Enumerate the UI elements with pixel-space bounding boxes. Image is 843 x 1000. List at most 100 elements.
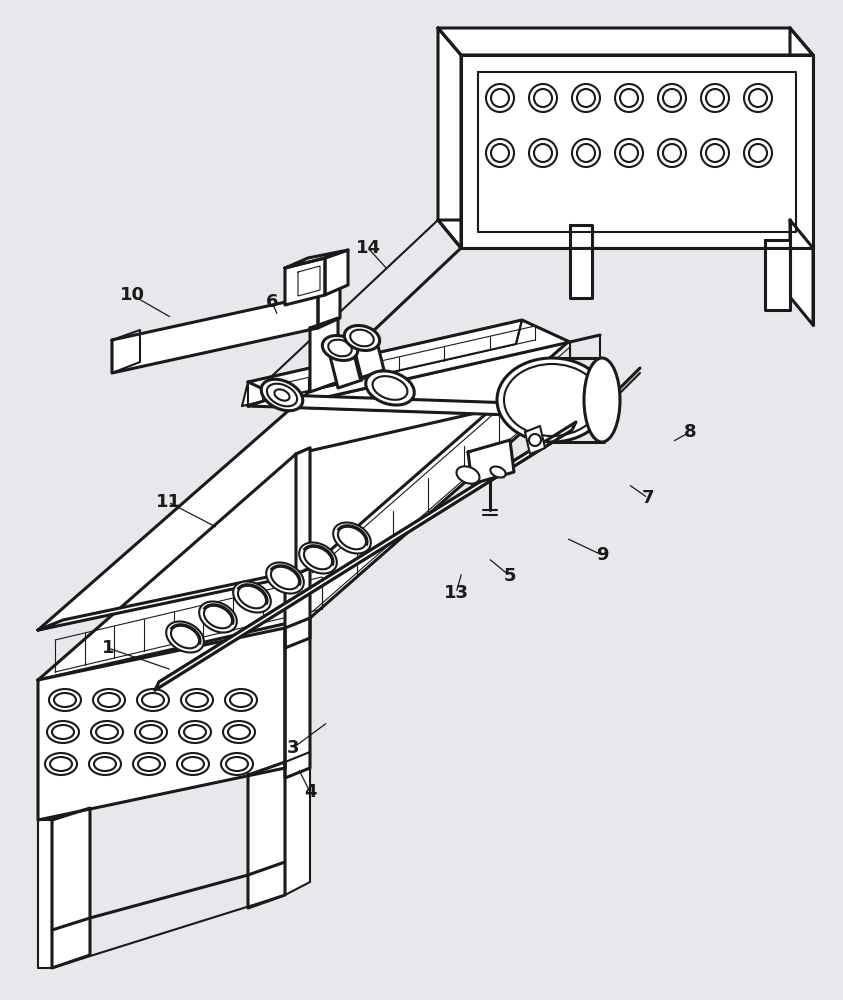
Text: 3: 3 bbox=[287, 739, 299, 757]
Circle shape bbox=[491, 89, 509, 107]
Text: 5: 5 bbox=[504, 567, 516, 585]
Polygon shape bbox=[248, 762, 285, 908]
Ellipse shape bbox=[47, 721, 79, 743]
Text: 6: 6 bbox=[266, 293, 278, 311]
Ellipse shape bbox=[373, 376, 407, 400]
Circle shape bbox=[534, 144, 552, 162]
Ellipse shape bbox=[366, 371, 414, 405]
Circle shape bbox=[620, 144, 638, 162]
Text: 14: 14 bbox=[356, 239, 380, 257]
Circle shape bbox=[749, 144, 767, 162]
Polygon shape bbox=[285, 250, 348, 268]
Text: 8: 8 bbox=[684, 423, 696, 441]
Polygon shape bbox=[298, 266, 320, 296]
Ellipse shape bbox=[89, 753, 121, 775]
Ellipse shape bbox=[204, 606, 232, 628]
Ellipse shape bbox=[584, 358, 620, 442]
Ellipse shape bbox=[328, 340, 352, 356]
Text: 7: 7 bbox=[642, 489, 654, 507]
Polygon shape bbox=[296, 448, 310, 574]
Ellipse shape bbox=[133, 753, 165, 775]
Ellipse shape bbox=[225, 689, 257, 711]
Text: 11: 11 bbox=[155, 493, 180, 511]
Polygon shape bbox=[438, 28, 813, 55]
Polygon shape bbox=[285, 568, 310, 648]
Circle shape bbox=[615, 139, 643, 167]
Circle shape bbox=[486, 139, 514, 167]
Polygon shape bbox=[242, 320, 522, 406]
Ellipse shape bbox=[504, 364, 600, 436]
Text: 10: 10 bbox=[120, 286, 144, 304]
Ellipse shape bbox=[267, 384, 297, 406]
Circle shape bbox=[706, 144, 724, 162]
Ellipse shape bbox=[54, 693, 76, 707]
Polygon shape bbox=[52, 808, 90, 968]
Circle shape bbox=[577, 144, 595, 162]
Ellipse shape bbox=[184, 725, 206, 739]
Ellipse shape bbox=[238, 586, 266, 608]
Ellipse shape bbox=[94, 757, 116, 771]
Circle shape bbox=[529, 84, 557, 112]
Polygon shape bbox=[461, 55, 813, 248]
Circle shape bbox=[744, 139, 772, 167]
Ellipse shape bbox=[271, 567, 299, 589]
Ellipse shape bbox=[45, 753, 77, 775]
Polygon shape bbox=[248, 395, 572, 416]
Ellipse shape bbox=[98, 693, 120, 707]
Polygon shape bbox=[328, 340, 362, 388]
Ellipse shape bbox=[338, 527, 366, 549]
Circle shape bbox=[658, 139, 686, 167]
Circle shape bbox=[615, 84, 643, 112]
Ellipse shape bbox=[261, 379, 303, 411]
Ellipse shape bbox=[199, 601, 237, 633]
Ellipse shape bbox=[137, 689, 169, 711]
Ellipse shape bbox=[142, 693, 164, 707]
Ellipse shape bbox=[181, 689, 213, 711]
Polygon shape bbox=[525, 426, 545, 454]
Polygon shape bbox=[468, 440, 514, 484]
Polygon shape bbox=[765, 240, 790, 310]
Polygon shape bbox=[285, 752, 310, 895]
Circle shape bbox=[701, 139, 729, 167]
Ellipse shape bbox=[52, 725, 74, 739]
Ellipse shape bbox=[93, 689, 125, 711]
Polygon shape bbox=[38, 392, 568, 680]
Ellipse shape bbox=[497, 358, 607, 442]
Polygon shape bbox=[438, 220, 813, 248]
Ellipse shape bbox=[234, 581, 271, 613]
Ellipse shape bbox=[221, 753, 253, 775]
Ellipse shape bbox=[226, 757, 248, 771]
Circle shape bbox=[663, 89, 681, 107]
Circle shape bbox=[529, 434, 541, 446]
Polygon shape bbox=[155, 422, 576, 690]
Polygon shape bbox=[285, 618, 310, 778]
Ellipse shape bbox=[171, 626, 199, 648]
Polygon shape bbox=[112, 295, 318, 373]
Circle shape bbox=[749, 89, 767, 107]
Ellipse shape bbox=[299, 542, 337, 574]
Ellipse shape bbox=[228, 725, 250, 739]
Circle shape bbox=[491, 144, 509, 162]
Ellipse shape bbox=[186, 693, 208, 707]
Polygon shape bbox=[318, 285, 340, 328]
Polygon shape bbox=[478, 72, 796, 232]
Polygon shape bbox=[310, 318, 338, 392]
Circle shape bbox=[486, 84, 514, 112]
Ellipse shape bbox=[166, 621, 204, 653]
Ellipse shape bbox=[140, 725, 162, 739]
Circle shape bbox=[620, 89, 638, 107]
Ellipse shape bbox=[49, 689, 81, 711]
Polygon shape bbox=[790, 220, 813, 325]
Polygon shape bbox=[790, 28, 813, 248]
Ellipse shape bbox=[91, 721, 123, 743]
Circle shape bbox=[663, 144, 681, 162]
Text: 9: 9 bbox=[596, 546, 609, 564]
Ellipse shape bbox=[275, 389, 289, 401]
Polygon shape bbox=[296, 448, 310, 574]
Circle shape bbox=[701, 84, 729, 112]
Polygon shape bbox=[285, 258, 325, 305]
Circle shape bbox=[572, 84, 600, 112]
Polygon shape bbox=[570, 225, 592, 298]
Polygon shape bbox=[248, 320, 570, 404]
Ellipse shape bbox=[50, 757, 72, 771]
